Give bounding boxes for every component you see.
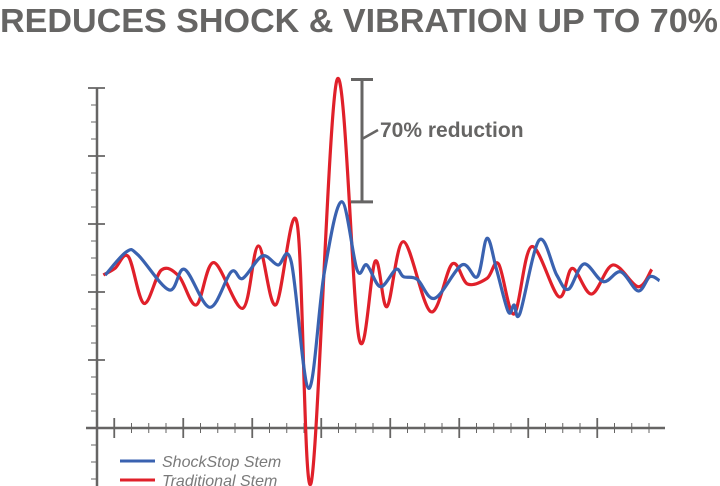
- series-lines: [102, 76, 661, 486]
- series-line-shockstop-stem: [104, 200, 661, 390]
- reduction-annotation: 70% reduction: [351, 78, 524, 204]
- annotation-label: 70% reduction: [380, 119, 524, 142]
- legend-label-shockstop: ShockStop Stem: [162, 454, 281, 471]
- legend: ShockStop Stem Traditional Stem: [120, 454, 281, 486]
- chart-title: REDUCES SHOCK & VIBRATION UP TO 70%: [0, 2, 718, 39]
- axes: [86, 87, 665, 486]
- legend-label-traditional: Traditional Stem: [162, 473, 277, 486]
- bracket-connector: [361, 128, 379, 141]
